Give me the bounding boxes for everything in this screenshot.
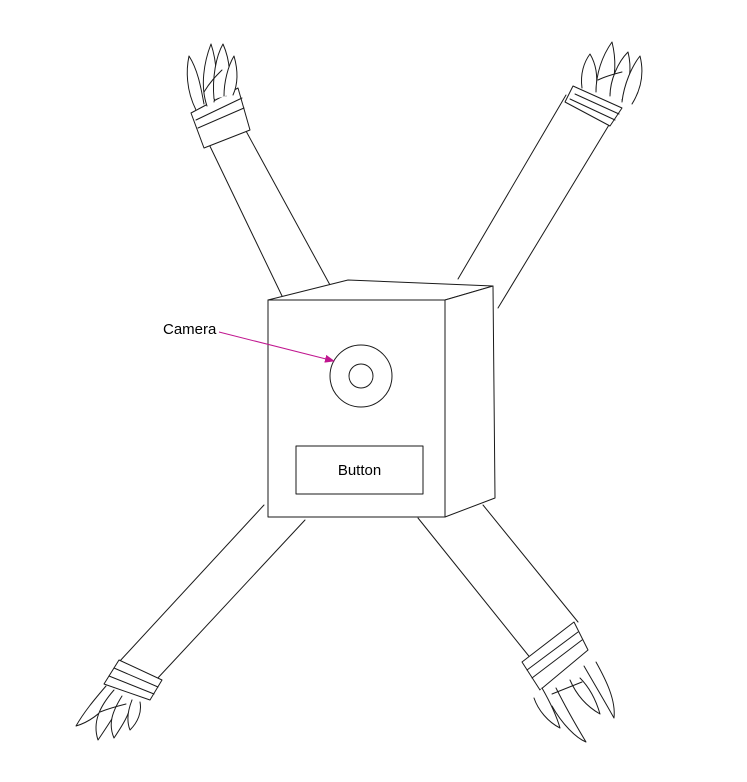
cuff-lower-right	[521, 621, 589, 691]
cuff-upper-right	[564, 85, 623, 127]
claw-foot-upper-right-icon	[581, 41, 643, 105]
leg-upper-right	[457, 41, 643, 309]
claw-foot-lower-right-icon	[533, 661, 615, 743]
cuff-lower-left	[103, 659, 163, 701]
button-label: Button	[337, 461, 382, 479]
leg-upper-left	[186, 43, 331, 299]
button-outline	[295, 445, 424, 495]
camera-lens-icon	[329, 344, 393, 408]
leg-lower-right	[417, 504, 615, 743]
leg-lower-left	[75, 504, 306, 741]
claw-foot-upper-left-icon	[186, 43, 238, 111]
cuff-upper-left	[190, 87, 251, 149]
camera-callout-arrow	[218, 331, 335, 363]
camera-label: Camera	[163, 321, 217, 338]
claw-foot-lower-left-icon	[75, 685, 141, 741]
